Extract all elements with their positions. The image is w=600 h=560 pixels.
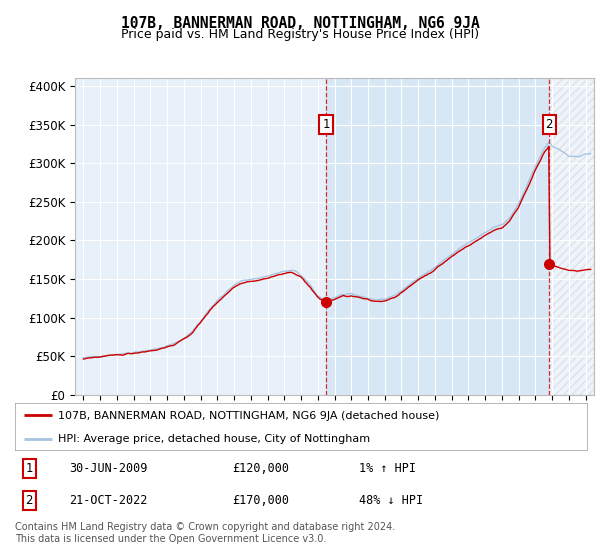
Text: £170,000: £170,000 (233, 494, 290, 507)
Text: 30-JUN-2009: 30-JUN-2009 (70, 462, 148, 475)
Text: 107B, BANNERMAN ROAD, NOTTINGHAM, NG6 9JA (detached house): 107B, BANNERMAN ROAD, NOTTINGHAM, NG6 9J… (58, 410, 439, 421)
Text: 107B, BANNERMAN ROAD, NOTTINGHAM, NG6 9JA: 107B, BANNERMAN ROAD, NOTTINGHAM, NG6 9J… (121, 16, 479, 31)
Text: 48% ↓ HPI: 48% ↓ HPI (359, 494, 423, 507)
Text: 2: 2 (545, 118, 553, 131)
FancyBboxPatch shape (15, 403, 588, 451)
Text: Contains HM Land Registry data © Crown copyright and database right 2024.
This d: Contains HM Land Registry data © Crown c… (15, 522, 395, 544)
Text: HPI: Average price, detached house, City of Nottingham: HPI: Average price, detached house, City… (58, 435, 370, 445)
Text: 2: 2 (26, 494, 33, 507)
Text: Price paid vs. HM Land Registry's House Price Index (HPI): Price paid vs. HM Land Registry's House … (121, 28, 479, 41)
Text: 1: 1 (322, 118, 330, 131)
Bar (326, 78, 549, 395)
Text: 1: 1 (26, 462, 33, 475)
Text: 21-OCT-2022: 21-OCT-2022 (70, 494, 148, 507)
Text: 1% ↑ HPI: 1% ↑ HPI (359, 462, 416, 475)
Text: £120,000: £120,000 (233, 462, 290, 475)
